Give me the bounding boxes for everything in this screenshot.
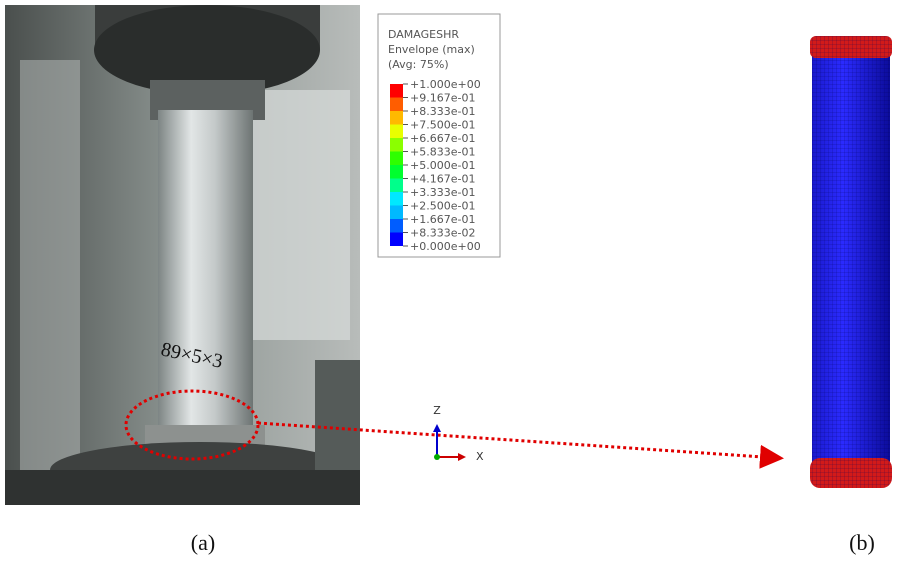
legend-swatch — [390, 232, 403, 246]
legend-label: +6.667e-01 — [410, 132, 475, 145]
legend-label: +5.833e-01 — [410, 146, 475, 159]
legend-label: +8.333e-02 — [410, 227, 475, 240]
legend-swatch — [390, 192, 403, 206]
triad: Z X — [433, 404, 484, 463]
legend-label: +9.167e-01 — [410, 92, 475, 105]
legend-swatch — [390, 111, 403, 125]
legend-swatch — [390, 84, 403, 98]
legend-swatch — [390, 165, 403, 179]
legend-swatch — [390, 151, 403, 165]
legend-swatch — [390, 205, 403, 219]
legend-swatch — [390, 97, 403, 111]
legend-label: +2.500e-01 — [410, 200, 475, 213]
axis-z: Z — [433, 404, 441, 417]
legend-label: +0.000e+00 — [410, 240, 481, 253]
axis-x: X — [476, 450, 484, 463]
legend-label: +3.333e-01 — [410, 186, 475, 199]
legend-title: Envelope (max) — [388, 43, 475, 56]
legend-label: +7.500e-01 — [410, 119, 475, 132]
legend-swatch — [390, 124, 403, 138]
legend-label: +1.000e+00 — [410, 78, 481, 91]
legend-swatch — [390, 178, 403, 192]
photo: 89×5×3 — [5, 5, 784, 505]
caption-a: (a) — [191, 530, 215, 555]
legend-title: DAMAGESHR — [388, 28, 459, 41]
legend-label: +1.667e-01 — [410, 213, 475, 226]
legend-label: +8.333e-01 — [410, 105, 475, 118]
fe-model — [810, 36, 892, 488]
caption-b: (b) — [849, 530, 875, 555]
legend-title: (Avg: 75%) — [388, 58, 449, 71]
legend-label: +4.167e-01 — [410, 173, 475, 186]
legend-swatch — [390, 138, 403, 152]
legend-label: +5.000e-01 — [410, 159, 475, 172]
legend-swatch — [390, 219, 403, 233]
legend: DAMAGESHR Envelope (max) (Avg: 75%) +1.000e… — [377, 13, 501, 258]
